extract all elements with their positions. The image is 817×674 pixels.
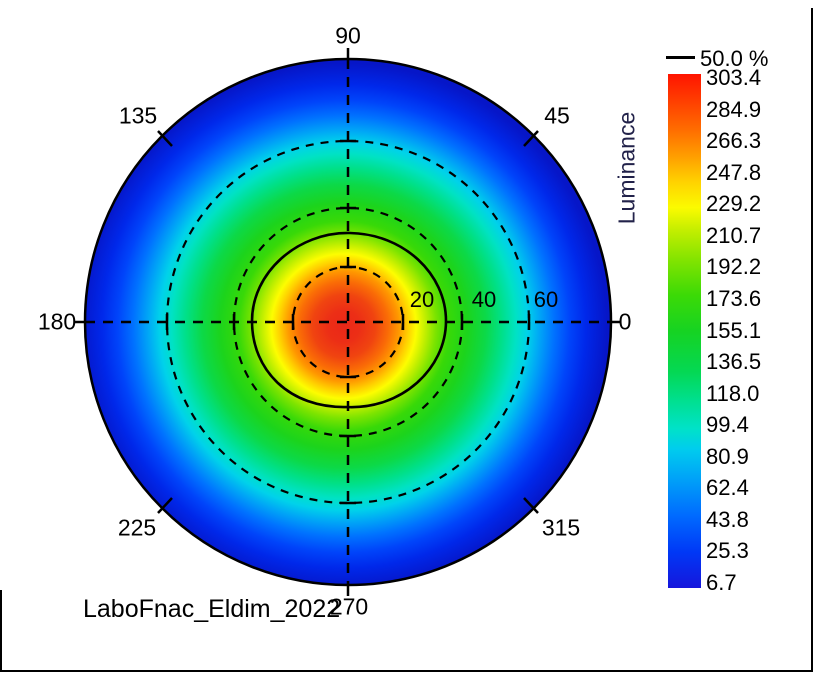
radial-label-60: 60	[533, 287, 559, 312]
colorbar-title: Luminance	[613, 111, 640, 225]
colorbar-tick: 192.2	[706, 254, 762, 280]
colorbar-tick: 210.7	[706, 222, 762, 248]
colorbar-tick: 229.2	[706, 191, 762, 217]
angle-label-135: 135	[118, 102, 158, 129]
contour-legend-line	[666, 56, 695, 59]
colorbar-tick: 266.3	[706, 128, 762, 154]
frame-border-right	[811, 8, 813, 672]
radial-label-20: 20	[409, 287, 435, 312]
colorbar-tick: 25.3	[706, 538, 749, 564]
colorbar-tick: 155.1	[706, 317, 762, 343]
colorbar-tick: 173.6	[706, 285, 762, 311]
colorbar	[668, 74, 701, 588]
colorbar-tick: 247.8	[706, 159, 762, 185]
rim-ticks	[75, 48, 621, 596]
radial-label-40: 40	[471, 287, 497, 312]
colorbar-tick: 303.4	[706, 65, 762, 90]
angle-label-90: 90	[335, 22, 361, 49]
angle-label-270: 270	[329, 593, 369, 620]
plot-title: LaboFnac_Eldim_2022	[83, 595, 341, 623]
angle-label-180: 180	[37, 308, 77, 335]
contour-50-percent	[250, 231, 448, 409]
angle-label-0: 0	[618, 308, 632, 335]
colorbar-tick: 99.4	[706, 412, 749, 438]
colorbar-tick: 136.5	[706, 349, 762, 375]
axis-ticks	[165, 139, 531, 505]
angle-label-225: 225	[117, 514, 157, 541]
colorbar-tick: 6.7	[706, 570, 737, 595]
crosshair-axes	[85, 59, 611, 585]
colorbar-tick: 80.9	[706, 443, 749, 469]
colorbar-tick: 43.8	[706, 506, 749, 532]
colorbar-tick: 284.9	[706, 96, 762, 122]
angle-label-45: 45	[544, 102, 570, 129]
colorbar-tick: 62.4	[706, 475, 749, 501]
colorbar-tick: 118.0	[706, 380, 760, 406]
angle-label-315: 315	[541, 514, 581, 541]
frame-border-bottom	[0, 670, 813, 672]
contour-legend-label: 50.0 %	[700, 46, 769, 71]
frame-border-left	[0, 590, 2, 672]
